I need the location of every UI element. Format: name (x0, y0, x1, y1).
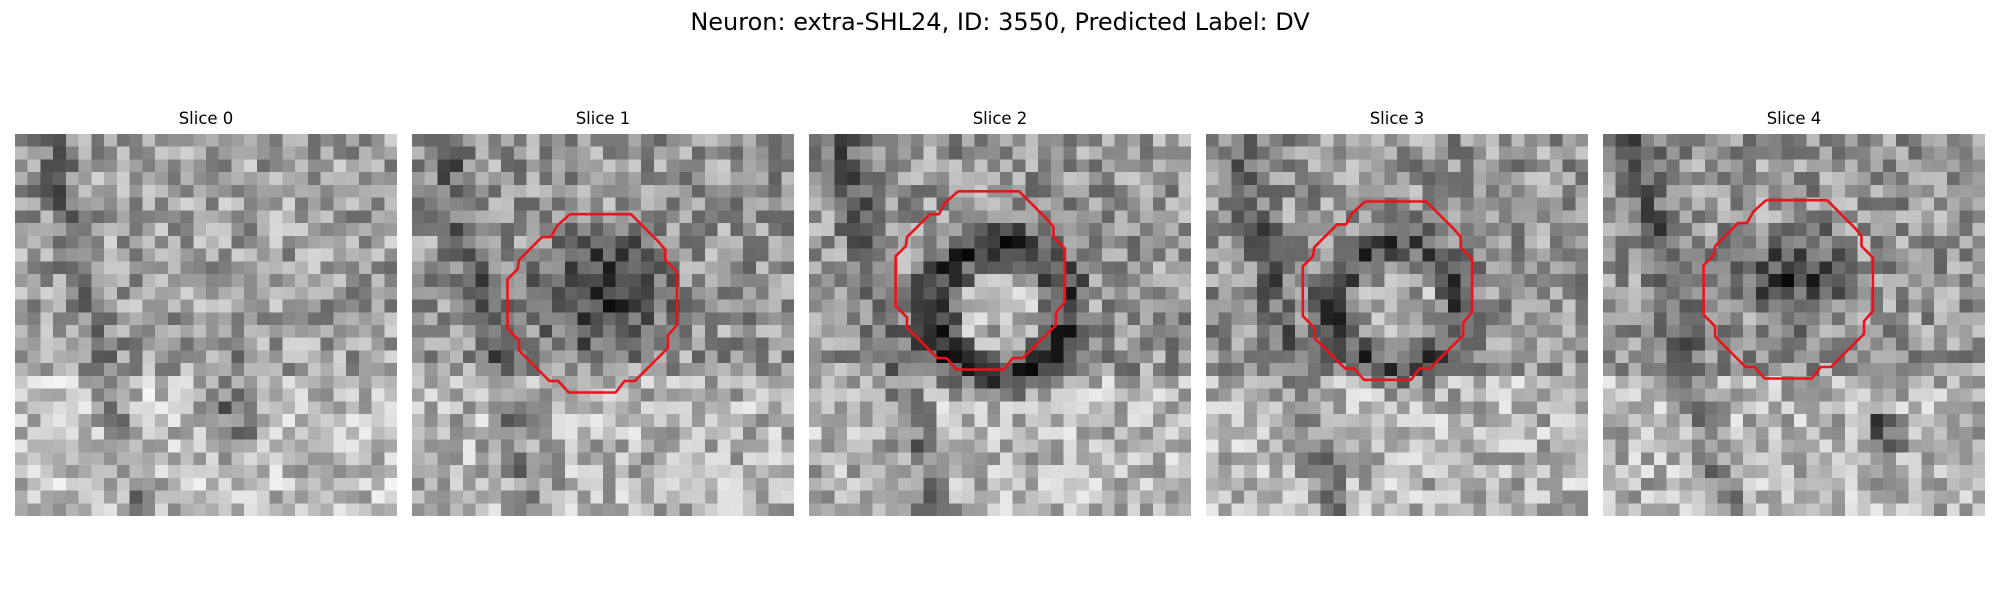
slice-title: Slice 4 (1766, 109, 1822, 128)
neuron-contour (1301, 200, 1474, 382)
em-pixel-grid (412, 134, 794, 516)
slice-image (1603, 134, 1985, 516)
em-pixel-grid (15, 134, 397, 516)
slice-title: Slice 2 (972, 109, 1028, 128)
neuron-contour (506, 212, 679, 394)
neuron-contour (894, 189, 1067, 371)
slice-image (809, 134, 1191, 516)
slice-title: Slice 0 (178, 109, 234, 128)
em-pixel-grid (809, 134, 1191, 516)
slice-image (15, 134, 397, 516)
slice-title: Slice 1 (575, 109, 631, 128)
slice-image (1206, 134, 1588, 516)
slice-title: Slice 3 (1369, 109, 1425, 128)
figure-title: Neuron: extra-SHL24, ID: 3550, Predicted… (690, 8, 1310, 36)
neuron-contour (1702, 198, 1875, 380)
em-pixel-grid (1206, 134, 1588, 516)
slice-image (412, 134, 794, 516)
em-pixel-grid (1603, 134, 1985, 516)
